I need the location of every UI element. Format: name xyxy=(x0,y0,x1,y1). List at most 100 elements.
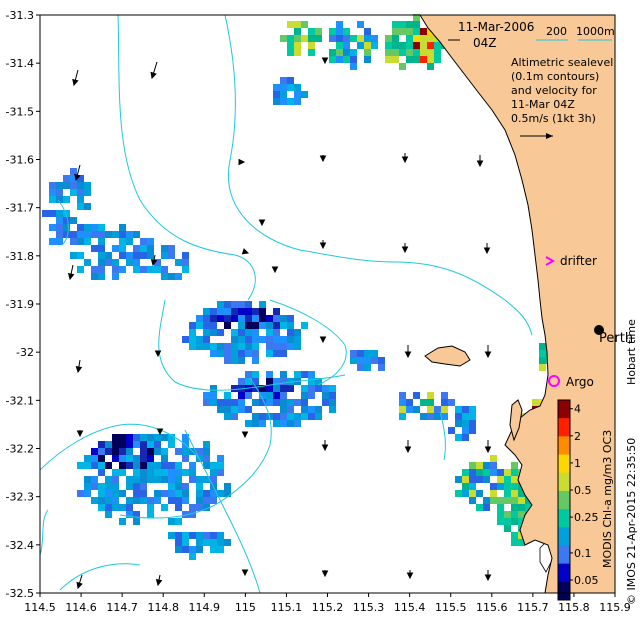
velocity-arrow xyxy=(241,248,250,255)
chl-pixel xyxy=(413,49,420,56)
colorbar-swatch xyxy=(558,563,570,583)
chl-pixel xyxy=(168,434,175,441)
velocity-arrow xyxy=(76,574,83,590)
chl-pixel xyxy=(350,35,357,42)
chl-pixel xyxy=(105,490,112,497)
colorbar-swatch xyxy=(558,527,570,546)
chl-pixel xyxy=(126,259,133,266)
chl-pixel xyxy=(280,77,287,84)
velocity-arrow xyxy=(76,430,84,438)
chl-pixel xyxy=(210,315,217,322)
chl-pixel xyxy=(217,343,224,350)
chl-pixel xyxy=(518,539,525,546)
chl-pixel xyxy=(105,441,112,448)
chl-pixel xyxy=(84,476,91,483)
chl-pixel xyxy=(259,322,266,329)
chl-pixel xyxy=(210,399,217,406)
velocity-arrow xyxy=(150,61,158,80)
chl-pixel xyxy=(413,56,420,63)
chl-pixel xyxy=(301,385,308,392)
chl-pixel xyxy=(203,308,210,315)
colorbar-title: MODIS Chl-a mg/m3 OC3 xyxy=(601,430,614,568)
chl-pixel xyxy=(231,406,238,413)
chl-pixel xyxy=(133,469,140,476)
chl-pixel xyxy=(231,357,238,364)
chl-pixel xyxy=(469,420,476,427)
velocity-arrow xyxy=(155,574,163,587)
chl-pixel xyxy=(203,315,210,322)
chl-pixel xyxy=(287,343,294,350)
chl-pixel xyxy=(350,63,357,70)
velocity-scale-arrowhead xyxy=(546,133,553,139)
chl-pixel xyxy=(112,483,119,490)
chl-pixel xyxy=(238,315,245,322)
chl-pixel xyxy=(301,371,308,378)
contour-line xyxy=(184,429,261,594)
chl-pixel xyxy=(511,476,518,483)
chl-pixel xyxy=(175,539,182,546)
velocity-arrow xyxy=(401,153,409,164)
chl-pixel xyxy=(497,476,504,483)
chl-pixel xyxy=(287,35,294,42)
chl-pixel xyxy=(462,490,469,497)
chl-pixel xyxy=(126,448,133,455)
chl-pixel xyxy=(490,462,497,469)
chl-pixel xyxy=(497,518,504,525)
chl-pixel xyxy=(133,490,140,497)
chl-pixel xyxy=(413,28,420,35)
chl-pixel xyxy=(266,322,273,329)
chl-pixel xyxy=(133,245,140,252)
chl-pixel xyxy=(497,504,504,511)
chl-pixel xyxy=(329,399,336,406)
chl-pixel xyxy=(266,392,273,399)
chl-pixel xyxy=(357,364,364,371)
chl-pixel xyxy=(112,455,119,462)
chl-pixel xyxy=(98,441,105,448)
chl-pixel xyxy=(287,322,294,329)
chl-pixel xyxy=(266,350,273,357)
chl-pixel xyxy=(119,504,126,511)
chl-pixel xyxy=(462,434,469,441)
chl-pixel xyxy=(280,406,287,413)
chl-pixel xyxy=(224,392,231,399)
chl-pixel xyxy=(273,91,280,98)
chl-pixel xyxy=(259,336,266,343)
x-tick-label: 115.8 xyxy=(558,601,590,614)
chl-pixel xyxy=(133,259,140,266)
y-tick-label: -32.2 xyxy=(6,443,34,456)
chl-pixel xyxy=(112,476,119,483)
velocity-arrow xyxy=(404,440,412,454)
chl-pixel xyxy=(182,434,189,441)
contour-line xyxy=(59,563,141,591)
chl-pixel xyxy=(238,343,245,350)
chl-pixel xyxy=(98,273,105,280)
chl-pixel xyxy=(518,490,525,497)
chl-pixel xyxy=(147,238,154,245)
chl-pixel xyxy=(203,399,210,406)
time-label: 04Z xyxy=(473,36,497,50)
chl-pixel xyxy=(497,483,504,490)
chl-pixel xyxy=(63,175,70,182)
chl-pixel xyxy=(329,56,336,63)
chl-pixel xyxy=(308,413,315,420)
chl-pixel xyxy=(231,399,238,406)
chl-pixel xyxy=(434,406,441,413)
chl-pixel xyxy=(70,217,77,224)
velocity-arrow xyxy=(319,240,327,250)
chl-pixel xyxy=(252,378,259,385)
chl-pixel xyxy=(112,259,119,266)
chl-pixel xyxy=(287,420,294,427)
chl-pixel xyxy=(434,413,441,420)
chl-pixel xyxy=(287,336,294,343)
contour-line xyxy=(224,14,533,336)
contour-line xyxy=(158,299,346,391)
chl-pixel xyxy=(315,28,322,35)
chl-pixel xyxy=(210,350,217,357)
x-tick-label: 115.7 xyxy=(517,601,549,614)
chl-pixel xyxy=(280,371,287,378)
chl-pixel xyxy=(182,469,189,476)
chl-pixel xyxy=(91,266,98,273)
chl-pixel xyxy=(133,231,140,238)
chl-pixel xyxy=(112,231,119,238)
velocity-arrow xyxy=(484,440,492,454)
